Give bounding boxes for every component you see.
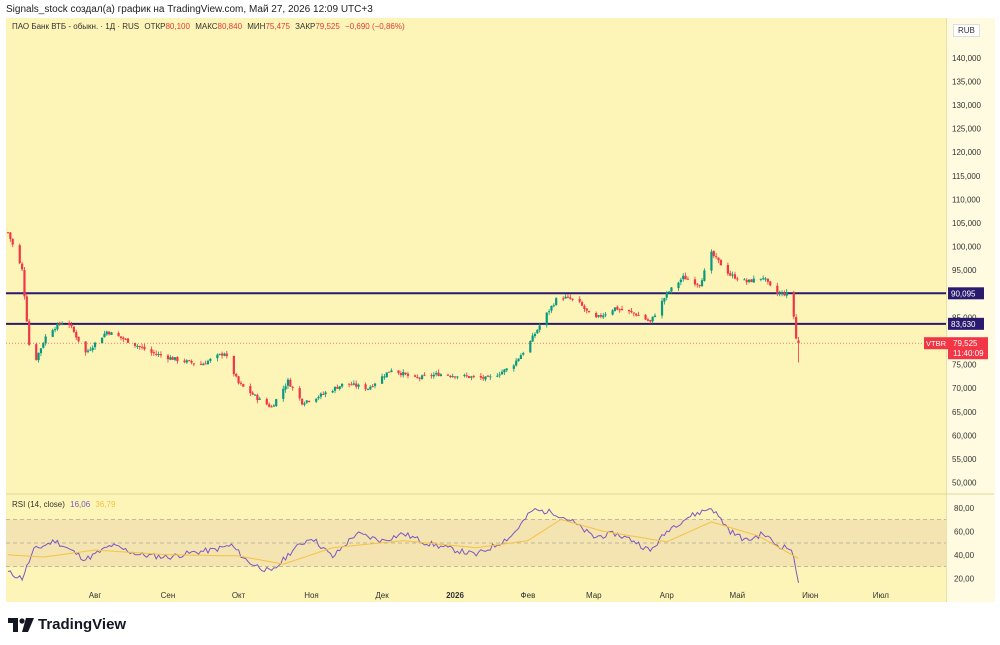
open-label: ОТКР [144, 22, 166, 31]
change-value: −0,690 (−0,86%) [345, 22, 405, 31]
rsi-value: 16,06 [70, 500, 91, 509]
close-label: ЗАКР [295, 22, 316, 31]
currency-badge[interactable]: RUB [953, 24, 980, 37]
chart-caption: Signals_stock создал(а) график на Tradin… [6, 4, 373, 15]
high-value: 80,840 [217, 22, 243, 31]
low-value: 75,475 [265, 22, 290, 31]
rsi-title: RSI (14, close) [12, 500, 65, 509]
rsi-ma-value: 36,79 [95, 500, 116, 509]
close-value: 79,525 [315, 22, 340, 31]
low-label: МИН [247, 22, 266, 31]
price-axis[interactable] [946, 18, 995, 602]
tradingview-logo-icon [8, 617, 34, 632]
open-value: 80,100 [165, 22, 190, 31]
price-legend: ПАО Банк ВТБ - обыкн. · 1Д · RUS ОТКР80,… [12, 22, 405, 31]
high-label: МАКС [195, 22, 218, 31]
symbol-label: ПАО Банк ВТБ - обыкн. · 1Д · RUS [12, 22, 140, 31]
rsi-legend: RSI (14, close) 16,06 36,79 [12, 500, 115, 509]
tradingview-logo[interactable]: TradingView [8, 616, 126, 633]
chart-area[interactable] [6, 18, 946, 602]
tradingview-logo-text: TradingView [38, 616, 127, 633]
